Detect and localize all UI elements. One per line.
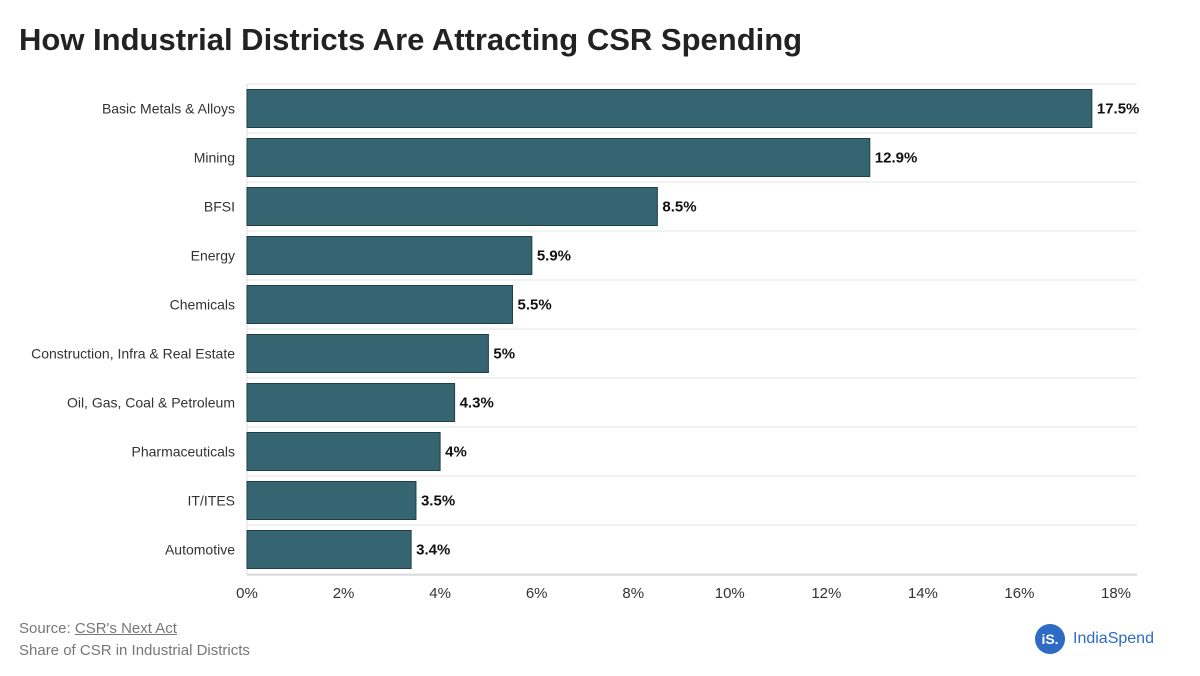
data-label: 17.5%	[1097, 101, 1140, 118]
source-line: Source: CSR's Next Act	[19, 620, 177, 637]
source-link[interactable]: CSR's Next Act	[74, 620, 177, 637]
x-tick-label: 10%	[715, 585, 745, 602]
data-label: 12.9%	[875, 150, 918, 167]
category-label: Energy	[191, 248, 235, 264]
x-tick-label: 16%	[1004, 585, 1034, 602]
category-label: Automotive	[165, 542, 235, 558]
bar	[246, 432, 441, 471]
x-tick-label: 2%	[333, 585, 355, 602]
category-label: Construction, Infra & Real Estate	[31, 346, 235, 362]
x-tick-label: 18%	[1101, 585, 1131, 602]
footer-note: Share of CSR in Industrial Districts	[19, 642, 250, 659]
bar	[246, 285, 514, 324]
x-tick-label: 4%	[429, 585, 451, 602]
x-tick-label: 8%	[622, 585, 644, 602]
bar	[246, 138, 871, 177]
x-tick-label: 14%	[908, 585, 938, 602]
data-label: 5.5%	[518, 297, 552, 314]
data-label: 5%	[493, 346, 515, 363]
source-prefix: Source:	[19, 620, 75, 637]
data-label: 4%	[445, 444, 467, 461]
logo-text: IndiaSpend	[1073, 630, 1154, 647]
data-label: 5.9%	[537, 248, 571, 265]
bar	[246, 530, 412, 569]
bar	[246, 481, 417, 520]
chart-title: How Industrial Districts Are Attracting …	[19, 22, 803, 57]
indiaspend-logo: iS. IndiaSpend	[1035, 624, 1154, 654]
bar	[246, 334, 489, 373]
bar	[246, 187, 658, 226]
data-label: 8.5%	[662, 199, 696, 216]
logo-mark: iS.	[1035, 624, 1065, 654]
category-label: Basic Metals & Alloys	[102, 101, 235, 117]
category-label: Oil, Gas, Coal & Petroleum	[67, 395, 235, 411]
category-label: BFSI	[204, 199, 235, 215]
bar	[246, 236, 533, 275]
x-tick-label: 6%	[526, 585, 548, 602]
bar	[246, 383, 456, 422]
x-tick-label: 0%	[236, 585, 258, 602]
bar	[246, 89, 1093, 128]
category-label: Mining	[194, 150, 235, 166]
x-tick-label: 12%	[811, 585, 841, 602]
category-label: Chemicals	[170, 297, 235, 313]
data-label: 4.3%	[460, 395, 494, 412]
category-label: Pharmaceuticals	[132, 444, 236, 460]
data-label: 3.5%	[421, 493, 455, 510]
data-label: 3.4%	[416, 542, 450, 559]
category-label: IT/ITES	[188, 493, 235, 509]
